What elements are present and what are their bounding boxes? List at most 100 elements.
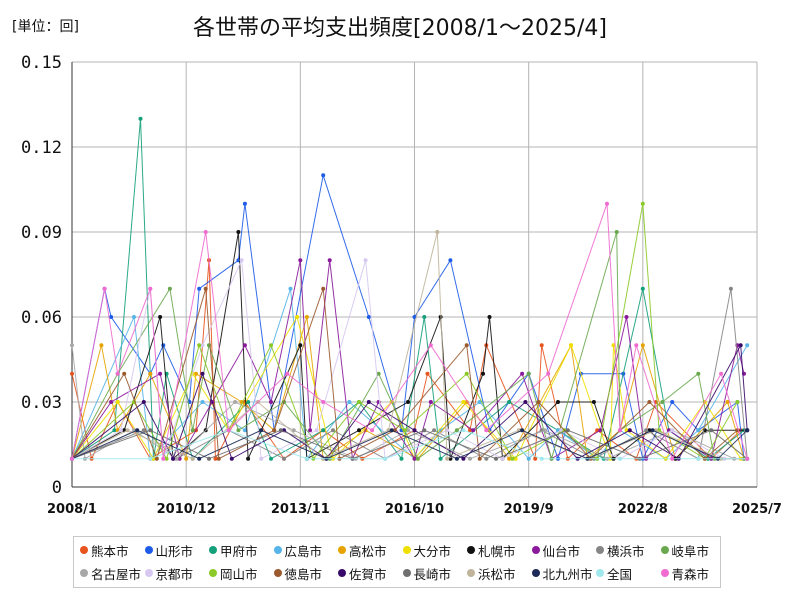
data-point — [370, 428, 375, 433]
data-point — [438, 456, 443, 461]
data-point — [546, 371, 551, 376]
legend-label: 岐阜市 — [671, 543, 710, 559]
data-point — [696, 456, 701, 461]
legend-swatch — [660, 546, 669, 554]
legend-swatch — [402, 569, 411, 577]
legend-item: 高松市 — [338, 540, 387, 560]
data-point — [135, 428, 140, 433]
legend-label: 京都市 — [155, 566, 194, 582]
y-tick-label: 0.06 — [21, 308, 62, 328]
data-point — [112, 428, 117, 433]
y-tick-label: 0.03 — [21, 393, 62, 413]
legend-swatch — [596, 546, 604, 554]
legend-swatch — [338, 569, 346, 577]
data-point — [745, 428, 750, 433]
data-point — [288, 286, 293, 291]
legend-label: 札幌市 — [478, 543, 516, 559]
data-point — [154, 456, 159, 461]
legend-swatch — [338, 546, 346, 554]
data-point — [242, 428, 247, 433]
data-point — [415, 456, 420, 461]
legend-swatch — [144, 569, 153, 577]
data-point — [627, 428, 632, 433]
data-point — [611, 343, 616, 348]
data-point — [428, 400, 433, 404]
legend-item: 甲府市 — [209, 540, 258, 560]
data-point — [445, 456, 450, 461]
legend-label: 横浜市 — [607, 543, 645, 559]
data-point — [226, 428, 231, 433]
data-point — [520, 428, 525, 433]
data-point — [406, 428, 410, 433]
legend-item: 青森市 — [660, 563, 709, 583]
data-point — [304, 315, 309, 319]
data-point — [640, 201, 645, 206]
data-point — [598, 428, 603, 433]
chart-title: 各世帯の平均支出頻度[2008/1～2025/4] — [193, 16, 607, 41]
data-point — [624, 315, 629, 319]
series-名古屋市 — [70, 343, 750, 461]
data-point — [125, 428, 130, 433]
data-point — [484, 428, 489, 433]
legend-swatch — [144, 546, 153, 554]
data-point — [468, 456, 472, 461]
data-point — [269, 400, 273, 404]
data-point — [412, 315, 417, 319]
legend-item: 名古屋市 — [80, 563, 141, 583]
data-point — [432, 428, 437, 433]
legend-label: 佐賀市 — [349, 566, 387, 582]
data-point — [696, 371, 701, 376]
legend-label: 熊本市 — [91, 543, 129, 559]
data-point — [197, 286, 202, 291]
data-point — [487, 315, 492, 319]
data-point — [670, 400, 675, 404]
series-line — [71, 288, 748, 461]
data-point — [207, 456, 211, 461]
x-tick-label: 2025/7 — [732, 502, 782, 517]
data-point — [109, 315, 114, 319]
data-point — [236, 428, 241, 433]
data-point — [347, 400, 352, 404]
data-point — [148, 428, 153, 433]
data-point — [696, 428, 701, 433]
data-point — [285, 371, 290, 376]
data-point — [70, 456, 74, 461]
data-point — [745, 343, 750, 348]
data-point — [520, 371, 525, 376]
data-point — [213, 456, 218, 461]
legend-swatch — [531, 546, 540, 554]
data-point — [454, 456, 459, 461]
legend-swatch — [467, 569, 475, 577]
legend-item: 山形市 — [144, 540, 193, 560]
data-point — [246, 400, 251, 404]
data-point — [282, 456, 286, 461]
data-point — [184, 456, 189, 461]
data-point — [138, 116, 143, 121]
data-point — [644, 428, 649, 433]
data-point — [507, 456, 512, 461]
data-point — [197, 343, 202, 348]
data-point — [357, 428, 361, 433]
data-point — [314, 428, 319, 433]
legend-label: 名古屋市 — [91, 566, 142, 582]
data-point — [174, 456, 179, 461]
data-point — [304, 456, 309, 461]
legend-item: 徳島市 — [273, 563, 322, 583]
legend-item: 京都市 — [144, 563, 194, 583]
data-point — [618, 456, 622, 461]
data-point — [190, 456, 195, 461]
data-point — [298, 343, 303, 348]
data-point — [118, 428, 123, 433]
legend-label: 大分市 — [413, 543, 452, 559]
data-point — [259, 456, 264, 461]
data-point — [70, 343, 74, 348]
data-point — [229, 456, 234, 461]
legend-swatch — [80, 546, 88, 554]
data-point — [494, 456, 498, 461]
data-point — [670, 428, 675, 433]
legend-item: 浜松市 — [467, 563, 516, 583]
series-line — [72, 429, 748, 460]
data-point — [719, 371, 724, 376]
